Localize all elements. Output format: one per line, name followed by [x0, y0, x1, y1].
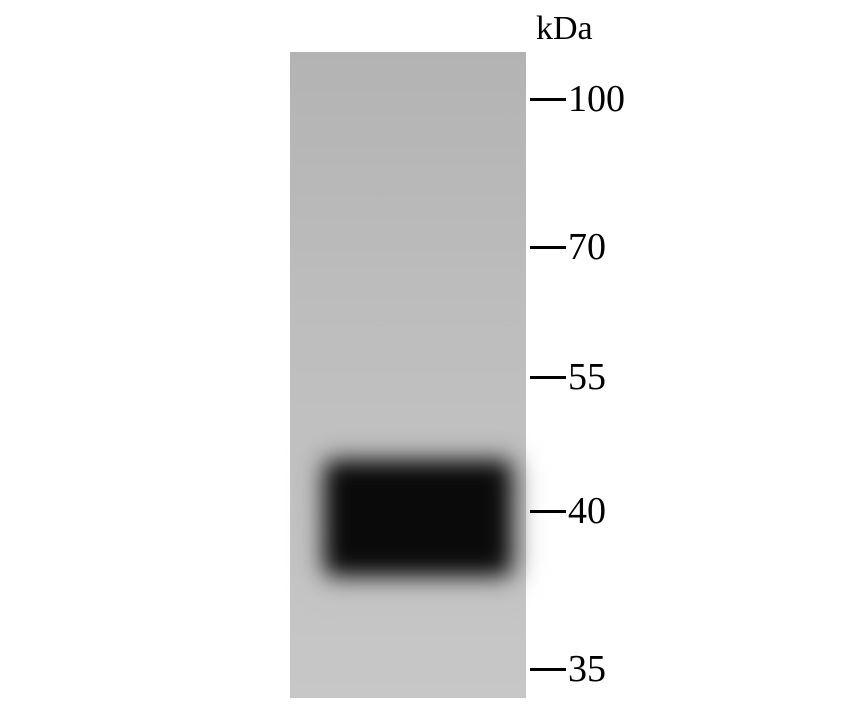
western-blot-figure: kDa 100 70 55 40 35	[0, 0, 845, 711]
unit-label: kDa	[536, 12, 593, 46]
gel-lane	[290, 52, 526, 698]
marker-tick	[530, 510, 566, 513]
marker-tick	[530, 98, 566, 101]
marker-label: 40	[568, 492, 606, 530]
marker-label: 100	[568, 80, 625, 118]
marker-tick	[530, 246, 566, 249]
marker-tick	[530, 376, 566, 379]
marker-tick	[530, 668, 566, 671]
marker-label: 55	[568, 358, 606, 396]
marker-label: 70	[568, 228, 606, 266]
protein-band	[330, 466, 506, 570]
marker-label: 35	[568, 650, 606, 688]
